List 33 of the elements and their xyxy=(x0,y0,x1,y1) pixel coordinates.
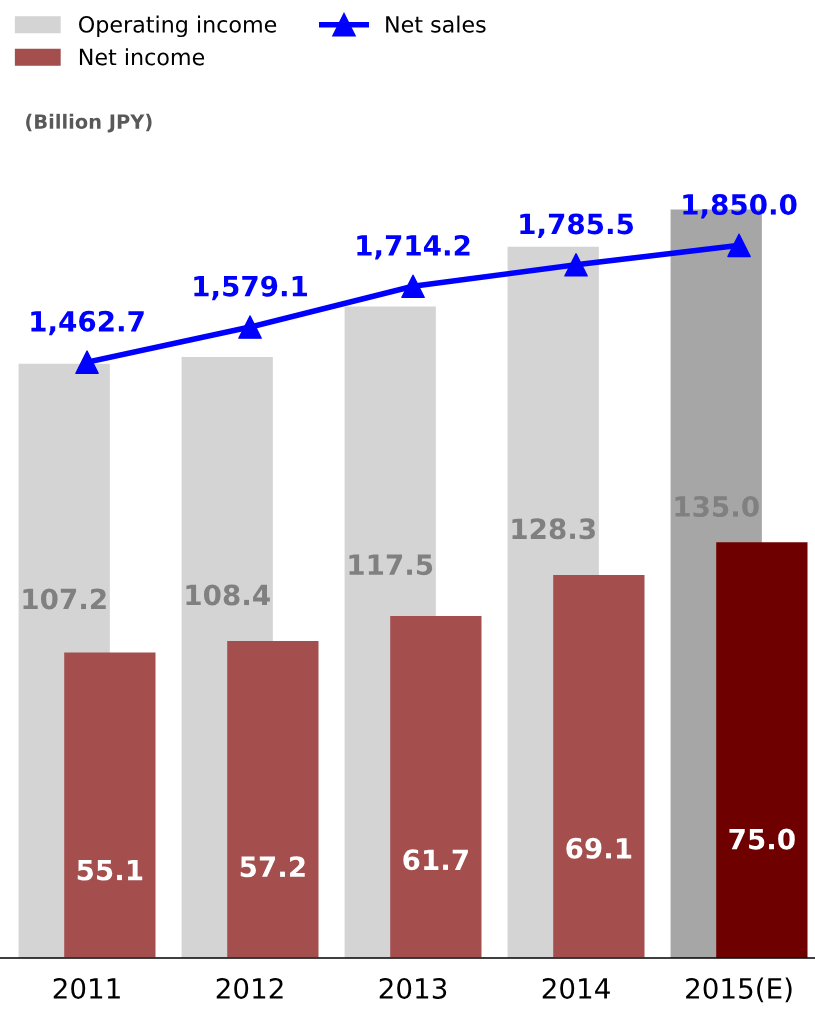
bar xyxy=(64,652,156,958)
data-label: 1,579.1 xyxy=(194,275,308,301)
data-label: 69.1 xyxy=(566,837,632,859)
point xyxy=(75,350,99,374)
data-label: 1,714.2 xyxy=(357,234,470,260)
bar xyxy=(227,640,319,958)
x-tick-label: 2012 xyxy=(216,977,283,999)
text: (Billion JPY) xyxy=(26,113,152,133)
x-tick-label: 2015(E) xyxy=(686,977,792,1003)
data-label: 55.1 xyxy=(77,859,143,881)
data-label: 107.2 xyxy=(23,588,106,610)
legend-label: Net income xyxy=(79,48,205,66)
point xyxy=(727,233,751,258)
data-label: 128.3 xyxy=(512,518,595,540)
legend-label: Net sales xyxy=(386,15,486,33)
point xyxy=(238,315,262,339)
data-label: 1,785.5 xyxy=(520,213,633,238)
x-tick-label: 2014 xyxy=(542,977,610,999)
data-label: 75.0 xyxy=(729,828,795,850)
point xyxy=(564,252,588,277)
point xyxy=(401,274,425,299)
data-label: 108.4 xyxy=(186,584,270,606)
data-label: 1,850.0 xyxy=(683,193,797,219)
bar xyxy=(553,574,645,958)
data-label: 57.2 xyxy=(240,856,305,878)
legend-label: Operating income xyxy=(79,15,277,38)
x-tick-label: 2013 xyxy=(379,977,447,999)
data-label: 1,462.7 xyxy=(31,310,144,336)
data-label: 117.5 xyxy=(349,554,433,576)
x-tick-label: 2011 xyxy=(53,977,120,999)
data-label: 61.7 xyxy=(403,849,468,871)
bar xyxy=(390,615,482,958)
bar xyxy=(716,542,808,958)
